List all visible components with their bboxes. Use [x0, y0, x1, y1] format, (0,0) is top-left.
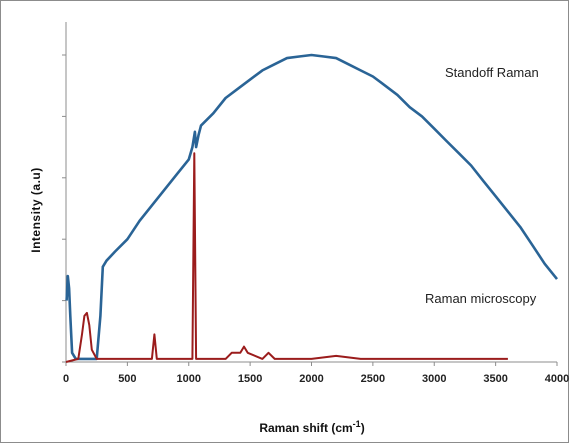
x-tick-label: 1000 [177, 373, 201, 385]
series-line-1 [65, 152, 508, 363]
x-axis-title-main: Raman shift (cm [259, 421, 352, 435]
annotation-raman-microscopy: Raman microscopy [425, 291, 537, 306]
annotation-standoff-raman: Standoff Raman [445, 65, 539, 80]
x-tick-label: 2000 [299, 373, 323, 385]
x-axis-title: Raman shift (cm-1) [259, 419, 364, 435]
series-lines [65, 53, 559, 363]
x-tick-label: 500 [118, 373, 136, 385]
x-tick-label: 1500 [238, 373, 262, 385]
x-tick-label: 2500 [361, 373, 385, 385]
x-axis-title-superscript: -1 [353, 419, 361, 429]
x-tick-labels: 0 500 1000 1500 2000 2500 3000 3500 4000 [63, 373, 569, 385]
x-tick-label: 3000 [422, 373, 446, 385]
x-tick-label: 4000 [545, 373, 569, 385]
series-line-0 [65, 53, 559, 361]
x-tick-label: 0 [63, 373, 69, 385]
axes [62, 22, 558, 366]
x-axis-title-close: ) [361, 421, 365, 435]
y-axis-title: Intensity (a.u) [29, 167, 43, 253]
x-tick-label: 3500 [483, 373, 507, 385]
